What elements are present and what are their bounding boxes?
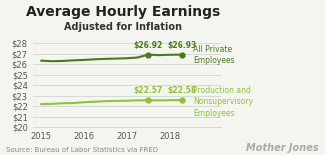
Text: Adjusted for Inflation: Adjusted for Inflation — [64, 22, 183, 32]
Text: $22.57: $22.57 — [134, 86, 163, 95]
Text: Mother Jones: Mother Jones — [246, 143, 318, 153]
Text: $26.92: $26.92 — [134, 41, 163, 50]
Text: Production and
Nonsupervisory
Employees: Production and Nonsupervisory Employees — [193, 86, 253, 118]
Text: $22.58: $22.58 — [168, 86, 197, 95]
Text: All Private
Employees: All Private Employees — [193, 44, 235, 65]
Text: Average Hourly Earnings: Average Hourly Earnings — [26, 5, 221, 19]
Text: $26.93: $26.93 — [168, 41, 197, 50]
Text: Source: Bureau of Labor Statistics via FRED: Source: Bureau of Labor Statistics via F… — [6, 147, 159, 153]
